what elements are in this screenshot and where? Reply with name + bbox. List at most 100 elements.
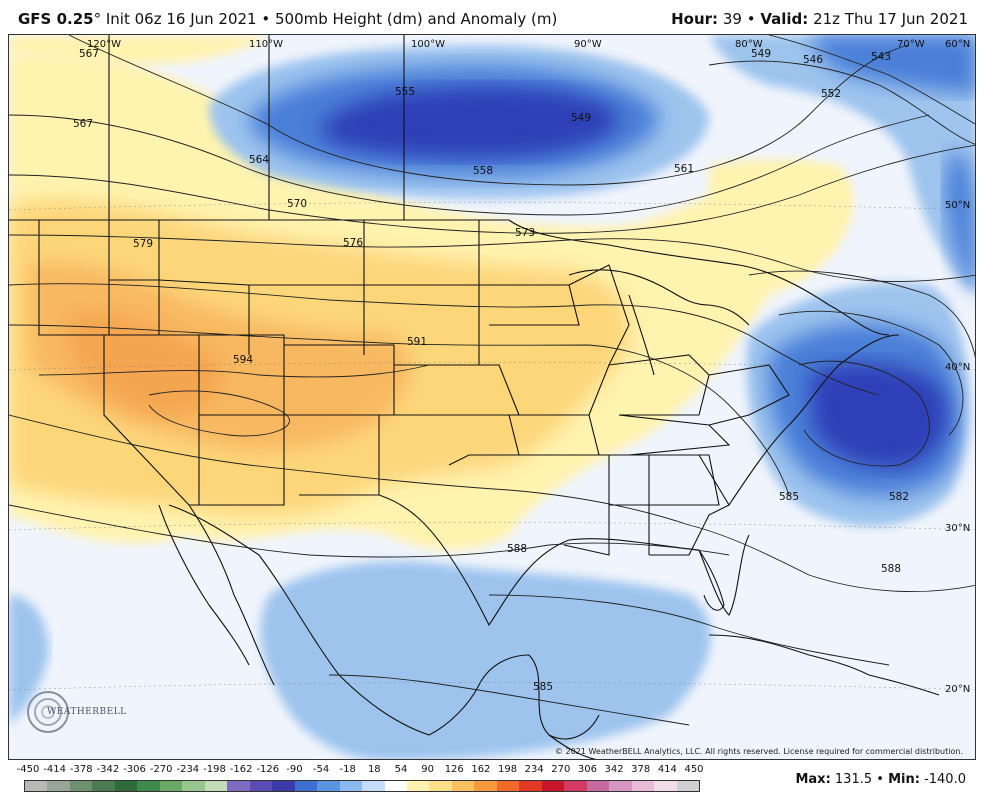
colorbar-segment — [519, 781, 542, 791]
contour-label: 564 — [249, 154, 269, 166]
colorbar-segment — [69, 781, 93, 791]
contour-label: 588 — [881, 563, 901, 575]
contour-label: 567 — [79, 48, 99, 60]
lon-label: 110°W — [249, 39, 283, 50]
colorbar-segment — [294, 781, 318, 791]
colorbar-segment — [204, 781, 228, 791]
colorbar-segment — [496, 781, 520, 791]
colorbar-tick-label: -378 — [69, 764, 93, 775]
copyright-notice: © 2021 WeatherBELL Analytics, LLC. All r… — [555, 747, 963, 756]
hour-value: 39 — [722, 10, 742, 28]
valid-value: 21z Thu 17 Jun 2021 — [813, 10, 968, 28]
contour-label: 588 — [507, 543, 527, 555]
stats-bullet: • — [876, 772, 884, 787]
swirl-logo-icon — [27, 691, 69, 733]
init-time: Init 06z 16 Jun 2021 — [105, 10, 257, 28]
contour-label: 543 — [871, 51, 891, 63]
colorbar-tick-label: 414 — [657, 764, 677, 775]
map-header: GFS 0.25° Init 06z 16 Jun 2021 • 500mb H… — [0, 0, 984, 34]
colorbar-segment — [114, 781, 138, 791]
colorbar-segment — [384, 781, 407, 791]
lon-label: 70°W — [897, 39, 925, 50]
colorbar-tick-label: 306 — [577, 764, 597, 775]
colorbar-tick-labels: -450 -414 -378 -342 -306 -270 -234 -198 -162 -126… — [16, 764, 708, 778]
lon-label: 80°W — [735, 39, 763, 50]
lon-label: 60°N — [945, 39, 970, 50]
contour-label: 585 — [533, 681, 553, 693]
weather-map[interactable]: 120°W 110°W 100°W 90°W 80°W 70°W 60°N 50… — [8, 34, 976, 760]
contour-label: 582 — [889, 491, 909, 503]
colorbar-tick-label: -18 — [339, 764, 356, 775]
lat-label: 40°N — [945, 362, 970, 373]
contour-label: 573 — [515, 227, 535, 239]
colorbar-tick-label: -450 — [16, 764, 40, 775]
logo-text: WEATHERBELL — [47, 707, 127, 717]
min-label: Min: — [888, 772, 920, 787]
colorbar-tick-label: 90 — [421, 764, 434, 775]
contour-label: 585 — [779, 491, 799, 503]
colorbar-segment — [182, 781, 205, 791]
colorbar-gradient — [24, 780, 700, 792]
colorbar-segment — [451, 781, 475, 791]
contour-label: 552 — [821, 88, 841, 100]
contour-label: 561 — [674, 163, 694, 175]
colorbar-segment — [564, 781, 587, 791]
colorbar-tick-label: 450 — [684, 764, 704, 775]
contour-label: 558 — [473, 165, 493, 177]
colorbar-tick-label: 198 — [497, 764, 518, 775]
colorbar-segment — [92, 781, 115, 791]
colorbar-segment — [586, 781, 610, 791]
colorbar-tick-label: -414 — [43, 764, 66, 775]
contour-label: 549 — [571, 112, 591, 124]
field-name: 500mb Height (dm) and Anomaly (m) — [275, 10, 558, 28]
colorbar-tick-label: -342 — [96, 764, 120, 775]
map-title: GFS 0.25° Init 06z 16 Jun 2021 • 500mb H… — [18, 10, 557, 28]
colorbar-segment — [227, 781, 250, 791]
degree-symbol: ° — [93, 10, 102, 28]
colorbar-tick-label: -270 — [149, 764, 173, 775]
colorbar-tick-label: 126 — [444, 764, 464, 775]
max-value: 131.5 — [834, 772, 873, 787]
min-value: -140.0 — [924, 772, 966, 787]
hour-label: Hour: — [671, 10, 719, 28]
longitude-labels: 120°W 110°W 100°W 90°W 80°W 70°W 60°N — [87, 39, 970, 50]
colorbar-tick-label: 18 — [367, 764, 381, 775]
colorbar-tick-label: 54 — [394, 764, 408, 775]
latitude-labels: 50°N 40°N 30°N 20°N — [945, 200, 970, 695]
colorbar-tick-label: -126 — [256, 764, 280, 775]
title-bullet: • — [261, 10, 271, 28]
contour-label: 555 — [395, 86, 415, 98]
lat-label: 50°N — [945, 200, 970, 211]
contour-label: 579 — [133, 238, 153, 250]
lon-label: 120°W — [87, 39, 121, 50]
valid-bullet: • — [746, 10, 756, 28]
contour-label: 576 — [343, 237, 363, 249]
lon-label: 100°W — [411, 39, 445, 50]
contour-label: 549 — [751, 48, 771, 60]
contour-label: 567 — [73, 118, 93, 130]
colorbar-segment — [47, 781, 70, 791]
lon-label: 90°W — [574, 39, 602, 50]
lat-label: 30°N — [945, 523, 970, 534]
colorbar-segment — [339, 781, 363, 791]
colorbar-tick-label: 270 — [551, 764, 571, 775]
colorbar-tick-label: 234 — [524, 764, 544, 775]
height-contours — [9, 35, 975, 726]
colorbar-segment — [317, 781, 340, 791]
contour-labels: 567 567 555 549 558 561 564 570 573 576 … — [73, 48, 909, 693]
max-min-stats: Max: 131.5 • Min: -140.0 — [795, 772, 966, 787]
colorbar-tick-label: -162 — [229, 764, 253, 775]
contour-label: 570 — [287, 198, 307, 210]
colorbar-segment — [362, 781, 385, 791]
colorbar-tick-label: -54 — [312, 764, 330, 775]
contour-label: 591 — [407, 336, 427, 348]
valid-time-info: Hour: 39 • Valid: 21z Thu 17 Jun 2021 — [671, 10, 968, 28]
colorbar-segment — [609, 781, 632, 791]
map-canvas: 120°W 110°W 100°W 90°W 80°W 70°W 60°N 50… — [9, 35, 975, 759]
anomaly-fill — [9, 35, 975, 759]
model-name: GFS 0.25 — [18, 10, 94, 28]
colorbar-tick-label: 342 — [604, 764, 624, 775]
colorbar-tick-label: 162 — [471, 764, 491, 775]
colorbar-tick-label: 378 — [631, 764, 651, 775]
colorbar-segment — [406, 781, 430, 791]
